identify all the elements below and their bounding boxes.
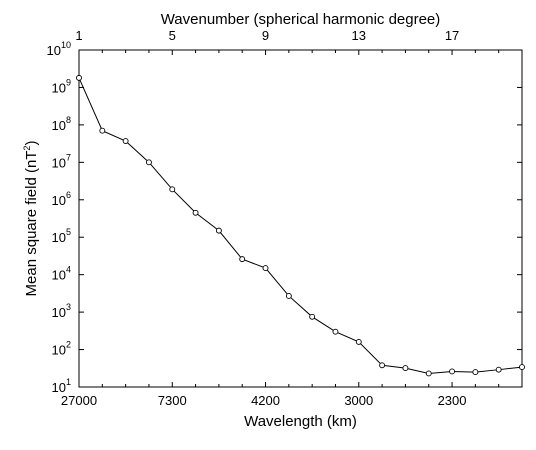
y-axis-title: Mean square field (nT2) [22, 141, 40, 297]
y-tick-label-base: 10 [52, 193, 66, 208]
series-line [78, 77, 523, 374]
data-points [76, 74, 525, 377]
top-tick-label: 9 [262, 28, 269, 43]
top-tick-label: 5 [169, 28, 176, 43]
y-tick-label-base: 10 [52, 305, 66, 320]
y-tick-label-exp: 3 [66, 302, 71, 312]
y-tick-label-exp: 10 [61, 40, 71, 50]
y-tick-label: 104 [52, 265, 71, 283]
data-point [379, 362, 386, 369]
y-tick-label-exp: 2 [66, 340, 71, 350]
data-point [145, 159, 152, 166]
data-point [472, 369, 479, 376]
bottom-axis-title: Wavelength (km) [244, 413, 357, 430]
axis-ticks [78, 49, 523, 388]
y-tick-label-base: 10 [52, 80, 66, 95]
top-axis-title: Wavenumber (spherical harmonic degree) [161, 11, 441, 28]
data-point [495, 366, 502, 373]
data-point [332, 328, 339, 335]
data-point [425, 370, 432, 377]
bottom-tick-label: 2300 [438, 393, 467, 408]
y-tick-label-base: 10 [52, 380, 66, 395]
y-tick-label: 107 [52, 152, 71, 170]
bottom-tick-label: 3000 [344, 393, 373, 408]
top-tick-label: 17 [445, 28, 459, 43]
data-point [192, 209, 199, 216]
data-point [169, 186, 176, 193]
data-point [449, 368, 456, 375]
data-point [519, 364, 525, 371]
y-tick-label-exp: 4 [66, 265, 71, 275]
bottom-tick-label: 7300 [158, 393, 187, 408]
data-point [309, 313, 316, 320]
top-tick-label: 1 [75, 28, 82, 43]
data-point [285, 293, 292, 299]
data-point [355, 338, 362, 345]
y-tick-label-exp: 1 [66, 377, 71, 387]
y-tick-label: 102 [52, 340, 71, 358]
y-tick-label: 103 [52, 302, 71, 320]
y-axis-title-sup: 2 [22, 146, 32, 151]
y-tick-label-base: 10 [52, 268, 66, 283]
data-point [215, 227, 222, 234]
y-tick-label-base: 10 [47, 43, 61, 58]
y-tick-label: 108 [52, 115, 71, 133]
y-tick-label: 106 [52, 190, 71, 208]
y-tick-label-exp: 7 [66, 152, 71, 162]
y-tick-label: 105 [52, 227, 71, 245]
y-axis-title-base: Mean square field (nT [23, 151, 40, 297]
y-tick-label-base: 10 [52, 230, 66, 245]
y-axis-title-end: ) [23, 141, 40, 146]
y-tick-label-exp: 8 [66, 115, 71, 125]
y-tick-label-base: 10 [52, 155, 66, 170]
data-point [122, 138, 129, 145]
y-tick-label-base: 10 [52, 343, 66, 358]
data-point [99, 127, 106, 134]
y-tick-label-exp: 9 [66, 77, 71, 87]
y-tick-label-base: 10 [52, 118, 66, 133]
bottom-tick-label: 4200 [251, 393, 280, 408]
data-point [402, 365, 409, 372]
y-tick-label: 1010 [47, 40, 71, 58]
data-point [239, 256, 246, 263]
top-tick-label: 13 [352, 28, 366, 43]
y-tick-label-exp: 6 [66, 190, 71, 200]
bottom-tick-label: 27000 [61, 393, 97, 408]
plot-frame [78, 49, 523, 388]
y-tick-label-exp: 5 [66, 227, 71, 237]
y-tick-label: 109 [52, 77, 71, 95]
data-point [76, 74, 82, 81]
data-point [262, 265, 269, 272]
y-tick-label: 101 [52, 377, 71, 395]
